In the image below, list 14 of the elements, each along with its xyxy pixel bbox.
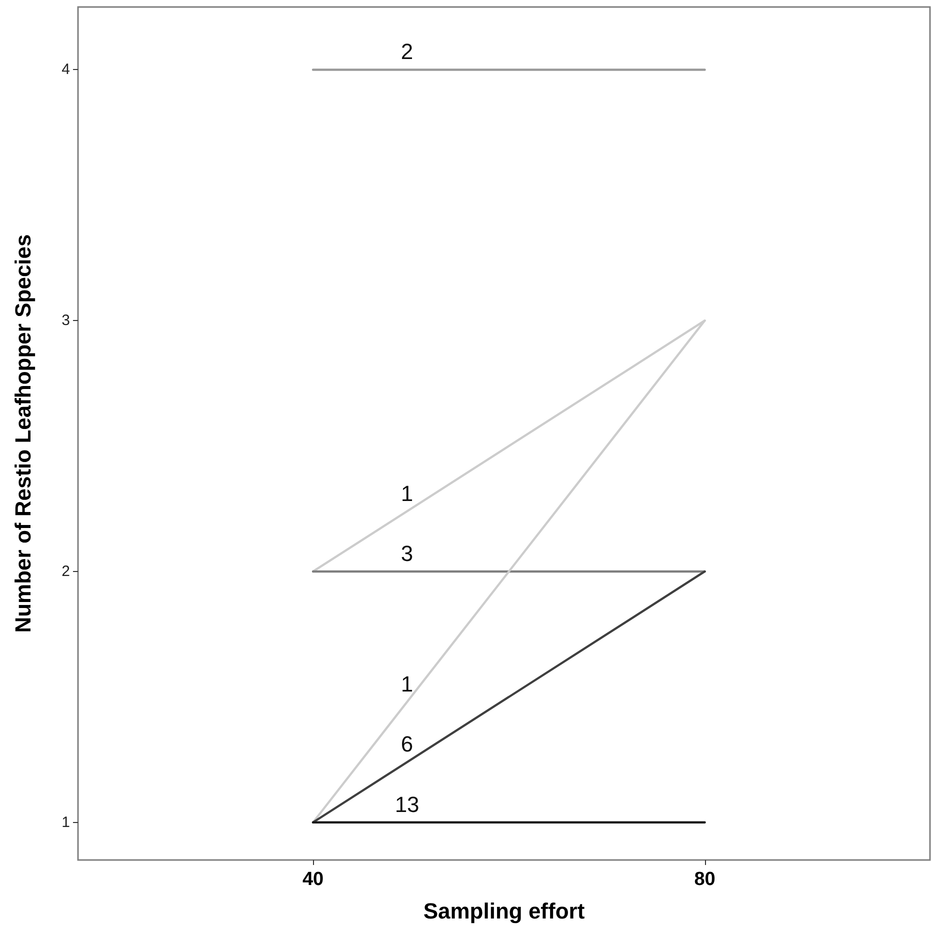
x-tick-label: 40 xyxy=(302,869,324,890)
series-label: 6 xyxy=(400,732,414,757)
series-label: 3 xyxy=(400,540,414,566)
x-tick-label: 80 xyxy=(694,869,716,890)
y-tick-label: 2 xyxy=(62,562,70,580)
y-tick-label: 4 xyxy=(62,61,70,78)
y-tick-label: 3 xyxy=(62,312,70,330)
y-tick-label: 1 xyxy=(62,814,70,831)
series-label: 1 xyxy=(400,480,414,506)
series-label: 2 xyxy=(400,39,414,64)
series-label: 13 xyxy=(394,792,420,817)
x-axis-title: Sampling effort xyxy=(423,898,586,924)
y-axis-title: Number of Restio Leafhopper Species xyxy=(10,234,36,633)
series-label: 1 xyxy=(400,671,414,696)
